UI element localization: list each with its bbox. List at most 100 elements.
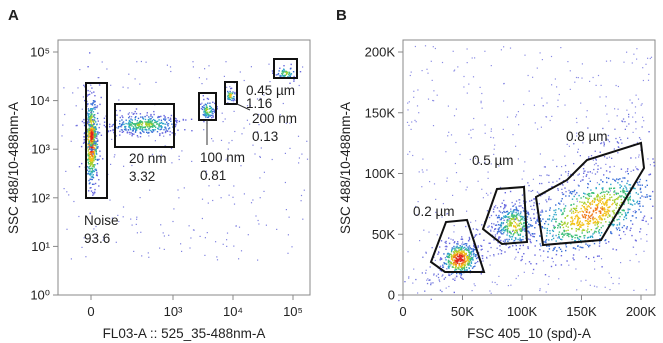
event-dot	[609, 197, 611, 199]
panel-a-x-axis-title: FL03-A :: 525_35-488nm-A	[103, 326, 266, 341]
event-dot	[478, 162, 480, 164]
event-dot	[165, 129, 167, 131]
event-dot	[207, 202, 209, 204]
event-dot	[508, 238, 510, 241]
event-dot	[178, 155, 180, 157]
event-dot	[594, 173, 597, 175]
event-dot	[568, 189, 570, 192]
event-dot	[429, 181, 431, 183]
event-dot	[465, 244, 468, 247]
event-dot	[646, 184, 648, 186]
event-dot	[458, 246, 460, 249]
event-dot	[619, 195, 621, 197]
event-dot	[90, 126, 92, 128]
event-dot	[576, 215, 579, 218]
event-dot	[89, 125, 91, 127]
event-dot	[147, 123, 150, 125]
panel-b-x-tick-label: 50K	[451, 304, 474, 319]
event-dot	[451, 266, 454, 268]
event-dot	[132, 130, 134, 132]
event-dot	[157, 116, 159, 119]
event-dot	[93, 130, 95, 132]
event-dot	[607, 211, 609, 213]
event-dot	[556, 250, 558, 252]
event-dot	[443, 253, 445, 255]
event-dot	[643, 196, 645, 198]
event-dot	[608, 241, 610, 243]
event-dot	[515, 206, 517, 208]
event-dot	[499, 211, 502, 213]
event-dot	[533, 217, 536, 219]
event-dot	[597, 74, 600, 77]
event-dot	[585, 220, 587, 222]
event-dot	[167, 117, 169, 119]
event-dot	[227, 148, 229, 150]
event-dot	[92, 111, 95, 113]
event-dot	[635, 217, 637, 219]
event-dot	[147, 132, 149, 134]
event-dot	[579, 155, 581, 157]
event-dot	[591, 203, 594, 205]
event-dot	[506, 226, 508, 228]
event-dot	[455, 264, 457, 267]
event-dot	[459, 245, 461, 247]
event-dot	[647, 57, 649, 59]
event-dot	[127, 87, 129, 89]
event-dot	[223, 75, 225, 77]
event-dot	[441, 216, 443, 218]
event-dot	[597, 222, 599, 224]
event-dot	[529, 217, 532, 219]
event-dot	[140, 121, 142, 124]
event-dot	[450, 256, 453, 258]
event-dot	[164, 123, 166, 125]
event-dot	[558, 225, 560, 227]
event-dot	[523, 219, 525, 221]
event-dot	[592, 76, 594, 79]
event-dot	[246, 119, 248, 121]
event-dot	[445, 287, 447, 289]
event-dot	[516, 232, 518, 234]
event-dot	[96, 171, 98, 174]
event-dot	[287, 234, 289, 236]
event-dot	[83, 237, 85, 239]
event-dot	[122, 121, 125, 123]
event-dot	[93, 138, 95, 141]
event-dot	[446, 268, 448, 270]
event-dot	[572, 222, 574, 225]
event-dot	[582, 179, 584, 181]
event-dot	[594, 199, 596, 201]
event-dot	[534, 227, 536, 229]
event-dot	[520, 223, 523, 225]
event-dot	[499, 219, 501, 221]
event-dot	[634, 187, 636, 190]
event-dot	[460, 259, 462, 261]
event-dot	[87, 118, 90, 120]
event-dot	[461, 250, 463, 253]
event-dot	[587, 236, 590, 239]
event-dot	[525, 201, 527, 203]
event-dot	[178, 197, 180, 199]
event-dot	[252, 199, 254, 201]
event-dot	[92, 135, 94, 137]
event-dot	[571, 212, 573, 214]
event-dot	[504, 240, 506, 242]
event-dot	[578, 222, 581, 225]
event-dot	[473, 252, 475, 255]
event-dot	[472, 259, 474, 261]
event-dot	[522, 235, 524, 238]
event-dot	[515, 211, 517, 214]
event-dot	[576, 121, 578, 124]
event-dot	[227, 95, 229, 97]
event-dot	[407, 102, 409, 104]
event-dot	[473, 283, 475, 285]
event-dot	[432, 282, 434, 284]
event-dot	[595, 204, 597, 206]
event-dot	[227, 90, 229, 93]
event-dot	[571, 198, 574, 200]
event-dot	[610, 231, 612, 233]
event-dot	[167, 125, 169, 127]
event-dot	[519, 220, 521, 222]
event-dot	[469, 255, 471, 258]
event-dot	[562, 180, 565, 182]
